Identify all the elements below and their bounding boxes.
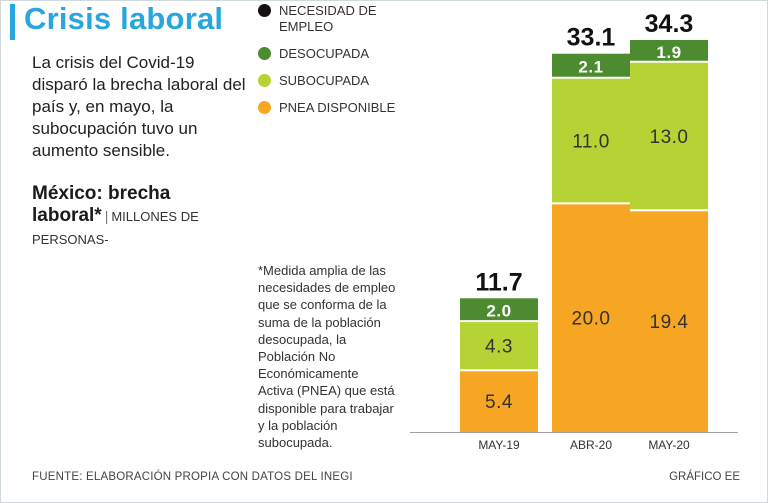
value-label: 20.0 — [572, 309, 611, 330]
bar-segment-pnea-disponible — [552, 203, 630, 432]
intro-text: La crisis del Covid-19 disparó la brecha… — [32, 53, 246, 160]
value-label: 5.4 — [485, 392, 513, 413]
value-label: 11.0 — [572, 132, 610, 153]
value-label: 2.1 — [578, 58, 603, 77]
value-label: 4.3 — [485, 337, 513, 358]
source-note: FUENTE: ELABORACIÓN PROPIA CON DATOS DEL… — [32, 471, 353, 483]
bar-segment-subocupada — [552, 77, 630, 204]
legend-label: SUBOCUPADA — [279, 73, 370, 88]
value-label: 13.0 — [650, 127, 689, 148]
bar-segment-subocupada — [460, 321, 538, 371]
legend-dot-icon — [258, 4, 271, 17]
legend-dot-icon — [258, 47, 271, 60]
category-tick-label: MAY-19 — [478, 438, 520, 452]
bar-segment-pnea-disponible — [460, 370, 538, 432]
value-label: 1.9 — [656, 43, 681, 62]
bar-segment-desocupada — [630, 40, 708, 62]
chart-title: México: brecha laboral* — [32, 183, 171, 226]
separator: | — [104, 208, 109, 224]
category-tick-label: ABR-20 — [570, 438, 612, 452]
graphic-credit: GRÁFICO EE — [669, 471, 740, 483]
legend-dot-icon — [258, 74, 271, 87]
footnote: *Medida amplia de las necesidades de emp… — [258, 263, 396, 451]
bar-segment-subocupada — [630, 61, 708, 211]
value-label: 2.0 — [486, 302, 511, 321]
legend-label: PNEA DISPONIBLE — [279, 100, 396, 115]
category-tick-label: MAY-20 — [648, 438, 690, 452]
legend-item-subocupada: SUBOCUPADA — [255, 73, 415, 89]
bar-segment-desocupada — [552, 53, 630, 78]
chart-subtitle: México: brecha laboral* | MILLONES DE PERS… — [32, 183, 247, 251]
total-label: 33.1 — [567, 24, 616, 52]
legend-label: NECESIDAD DE EMPLEO — [279, 3, 377, 34]
total-label: 11.7 — [475, 268, 522, 296]
page-title: Crisis laboral — [24, 1, 224, 36]
bar-segment-desocupada — [460, 298, 538, 322]
legend-item-desocupada: DESOCUPADA — [255, 46, 415, 62]
legend-label: DESOCUPADA — [279, 46, 370, 61]
title-accent-bar — [10, 4, 15, 40]
legend-item-necesidad: NECESIDAD DE EMPLEO — [255, 3, 415, 35]
legend-dot-icon — [258, 101, 271, 114]
bar-segment-pnea-disponible — [630, 210, 708, 432]
legend-item-pnea: PNEA DISPONIBLE — [255, 100, 415, 116]
total-label: 34.3 — [645, 10, 694, 38]
value-label: 19.4 — [650, 312, 689, 333]
chart-unit: MILLONES DE PERSONAS- — [32, 209, 199, 247]
legend: NECESIDAD DE EMPLEO DESOCUPADA SUBOCUPAD… — [255, 3, 415, 127]
